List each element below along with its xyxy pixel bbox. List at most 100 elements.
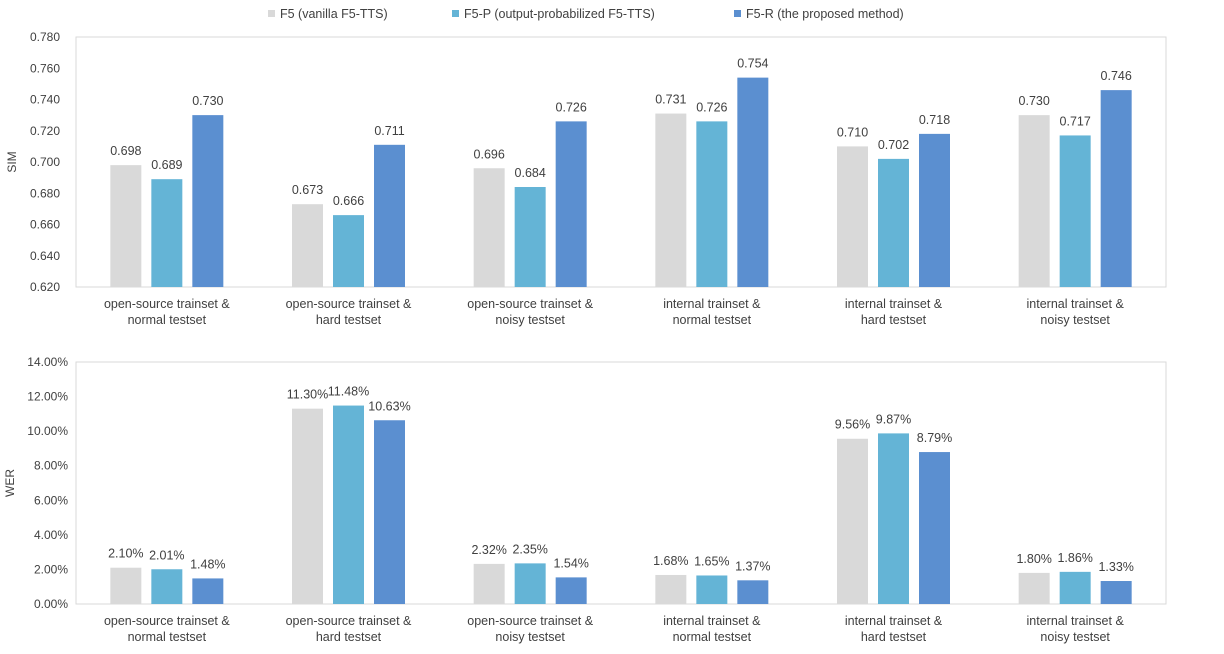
- legend-swatch-f5r: [734, 10, 741, 17]
- data-label: 0.730: [192, 94, 223, 108]
- data-label: 0.696: [474, 147, 505, 161]
- data-label: 0.673: [292, 183, 323, 197]
- bar: [1059, 571, 1091, 604]
- category-label: internal trainset &: [1027, 297, 1125, 311]
- plot-area: [75, 361, 1167, 605]
- data-label: 0.710: [837, 125, 868, 139]
- data-label: 2.10%: [108, 547, 143, 561]
- category-label: open-source trainset &: [286, 297, 412, 311]
- legend-label-f5r: F5-R (the proposed method): [746, 7, 904, 21]
- bar: [374, 144, 405, 287]
- data-label: 0.717: [1060, 114, 1091, 128]
- data-label: 10.63%: [368, 399, 410, 413]
- bar: [555, 121, 587, 287]
- category-label: hard testset: [316, 313, 382, 327]
- bar: [292, 204, 323, 287]
- legend-label-f5p: F5-P (output-probabilized F5-TTS): [464, 7, 655, 21]
- data-label: 1.37%: [735, 559, 770, 573]
- y-axis-label: WER: [3, 469, 17, 497]
- bar: [374, 420, 405, 604]
- category-label: open-source trainset &: [104, 297, 230, 311]
- category-label: internal trainset &: [845, 614, 943, 628]
- bar: [655, 574, 687, 604]
- bar: [333, 215, 364, 287]
- category-label: normal testset: [128, 630, 207, 644]
- data-label: 0.754: [737, 57, 768, 71]
- data-label: 9.56%: [835, 418, 870, 432]
- data-label: 0.689: [151, 158, 182, 172]
- data-label: 1.86%: [1057, 551, 1092, 565]
- y-tick-label: 0.620: [30, 280, 60, 294]
- data-label: 0.684: [515, 166, 546, 180]
- bar: [555, 577, 587, 604]
- category-label: normal testset: [128, 313, 207, 327]
- bar: [655, 113, 687, 287]
- category-label: normal testset: [673, 313, 752, 327]
- data-label: 9.87%: [876, 412, 911, 426]
- bar: [333, 405, 364, 604]
- category-label: noisy testset: [495, 630, 565, 644]
- data-label: 2.01%: [149, 548, 184, 562]
- category-label: noisy testset: [1040, 313, 1110, 327]
- bar: [473, 168, 505, 287]
- bar: [192, 578, 224, 604]
- data-label: 1.48%: [190, 557, 225, 571]
- y-tick-label: 0.680: [30, 186, 60, 200]
- y-tick-label: 12.00%: [27, 390, 68, 404]
- bar: [919, 452, 950, 604]
- category-label: noisy testset: [495, 313, 565, 327]
- y-tick-label: 10.00%: [27, 424, 68, 438]
- y-tick-label: 0.780: [30, 30, 60, 44]
- y-tick-label: 0.760: [30, 61, 60, 75]
- category-label: internal trainset &: [663, 614, 761, 628]
- data-label: 0.731: [655, 93, 686, 107]
- bar: [192, 115, 224, 287]
- bar: [696, 575, 728, 604]
- data-label: 8.79%: [917, 431, 952, 445]
- bar: [919, 133, 950, 287]
- category-label: normal testset: [673, 630, 752, 644]
- category-label: open-source trainset &: [467, 297, 593, 311]
- y-tick-label: 4.00%: [34, 528, 68, 542]
- y-tick-label: 0.00%: [34, 597, 68, 611]
- y-tick-label: 0.660: [30, 218, 60, 232]
- data-label: 0.702: [878, 138, 909, 152]
- bar: [1059, 135, 1091, 287]
- legend-label-f5: F5 (vanilla F5-TTS): [280, 7, 388, 21]
- data-label: 1.65%: [694, 554, 729, 568]
- category-label: internal trainset &: [1027, 614, 1125, 628]
- sim-chart: 0.620 0.640 0.660 0.680 0.700 0.720 0.740 0.760…: [5, 30, 1167, 327]
- bar: [514, 563, 546, 604]
- data-label: 0.730: [1019, 94, 1050, 108]
- data-label: 2.35%: [512, 542, 547, 556]
- legend-swatch-f5p: [452, 10, 459, 17]
- category-label: internal trainset &: [663, 297, 761, 311]
- bar: [1100, 581, 1132, 604]
- plot-area: [75, 36, 1167, 288]
- bar: [151, 179, 183, 287]
- data-label: 1.80%: [1016, 552, 1051, 566]
- data-label: 0.726: [556, 100, 587, 114]
- bar: [110, 567, 142, 604]
- bar: [696, 121, 728, 287]
- wer-chart: 0.00% 2.00% 4.00% 6.00% 8.00% 10.00% 12.00% 14.…: [3, 355, 1167, 644]
- bar: [110, 165, 142, 287]
- data-label: 11.30%: [287, 388, 328, 402]
- category-label: internal trainset &: [845, 297, 943, 311]
- data-label: 0.666: [333, 194, 364, 208]
- category-label: open-source trainset &: [104, 614, 230, 628]
- category-label: hard testset: [316, 630, 382, 644]
- y-tick-label: 0.740: [30, 93, 60, 107]
- data-label: 0.711: [374, 124, 404, 138]
- legend: F5 (vanilla F5-TTS) F5-P (output-probabi…: [268, 7, 904, 21]
- data-label: 0.718: [919, 113, 950, 127]
- bar: [292, 408, 323, 604]
- data-label: 0.726: [696, 100, 727, 114]
- y-tick-label: 0.720: [30, 124, 60, 138]
- bar: [1018, 115, 1050, 287]
- category-label: hard testset: [861, 630, 927, 644]
- y-tick-label: 0.700: [30, 155, 60, 169]
- data-label: 1.54%: [553, 556, 588, 570]
- bar: [514, 187, 546, 287]
